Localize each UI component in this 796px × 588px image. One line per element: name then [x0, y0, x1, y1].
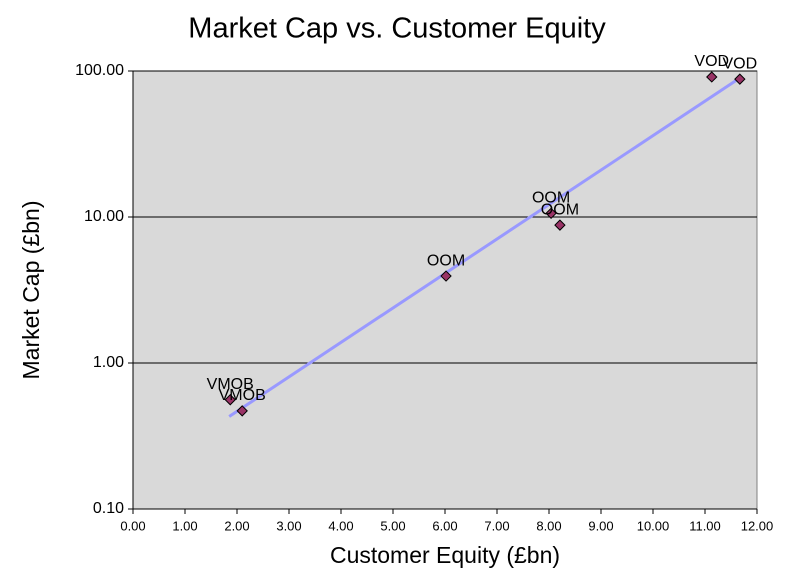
x-tick-label: 3.00	[276, 518, 301, 533]
marker	[554, 219, 566, 231]
data-label: OOM	[427, 252, 465, 269]
y-axis-title: Market Cap (£bn)	[18, 201, 44, 380]
x-tick-label: 12.00	[741, 518, 774, 533]
data-label: VMOB	[219, 387, 266, 404]
x-tick-label: 7.00	[484, 518, 509, 533]
y-tick-label: 100.00	[75, 62, 124, 79]
x-axis-title: Customer Equity (£bn)	[330, 542, 560, 568]
data-label: VOD	[723, 55, 758, 72]
x-tick-label: 1.00	[172, 518, 197, 533]
marker	[224, 394, 236, 406]
data-label: VOD	[694, 53, 729, 70]
trendline	[228, 76, 741, 418]
x-tick-label: 8.00	[536, 518, 561, 533]
y-tick-label: 0.10	[93, 500, 124, 517]
x-tick-label: 0.00	[120, 518, 145, 533]
marker	[545, 207, 557, 220]
plot-area	[132, 70, 758, 510]
x-tick-label: 4.00	[328, 518, 353, 533]
marker	[706, 71, 718, 83]
y-tick-label: 1.00	[93, 354, 124, 371]
x-tick-label: 10.00	[637, 518, 670, 533]
x-tick-label: 11.00	[689, 518, 721, 533]
y-tick-label: 10.00	[84, 208, 124, 225]
marker	[236, 405, 248, 417]
marker	[440, 270, 452, 282]
x-tick-label: 6.00	[432, 518, 457, 533]
data-label: VMOB	[207, 376, 254, 393]
chart-title: Market Cap vs. Customer Equity	[188, 13, 606, 45]
data-label: OOM	[541, 201, 579, 218]
x-tick-label: 5.00	[380, 518, 405, 533]
marker	[734, 73, 746, 85]
data-label: OOM	[532, 190, 570, 207]
x-tick-label: 9.00	[588, 518, 613, 533]
x-tick-label: 2.00	[224, 518, 249, 533]
